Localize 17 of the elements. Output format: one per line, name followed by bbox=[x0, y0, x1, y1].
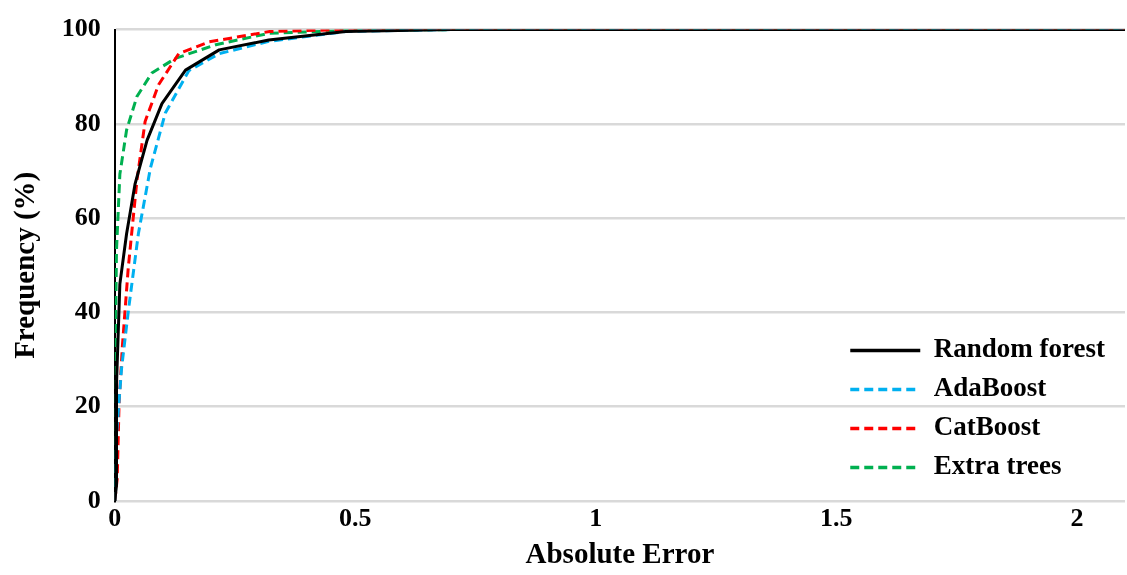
y-tick-label: 80 bbox=[74, 107, 101, 137]
y-tick-label: 60 bbox=[74, 201, 101, 231]
x-tick-label: 0.5 bbox=[339, 503, 372, 533]
y-tick-label: 20 bbox=[74, 390, 101, 420]
legend-label: Random forest bbox=[933, 333, 1106, 364]
legend-label: CatBoost bbox=[933, 411, 1041, 442]
x-tick-label: 1 bbox=[589, 503, 603, 533]
y-axis-title: Frequency (%) bbox=[7, 171, 41, 359]
x-tick-label: 1.5 bbox=[820, 503, 853, 533]
x-axis-title: Absolute Error bbox=[525, 537, 715, 570]
x-tick-label: 0 bbox=[108, 503, 122, 533]
legend-label: Extra trees bbox=[933, 450, 1062, 481]
legend-label: AdaBoost bbox=[933, 372, 1047, 403]
y-tick-label: 0 bbox=[87, 484, 101, 514]
y-tick-label: 100 bbox=[61, 13, 101, 43]
x-tick-label: 2 bbox=[1070, 503, 1084, 533]
y-tick-label: 40 bbox=[74, 296, 101, 326]
